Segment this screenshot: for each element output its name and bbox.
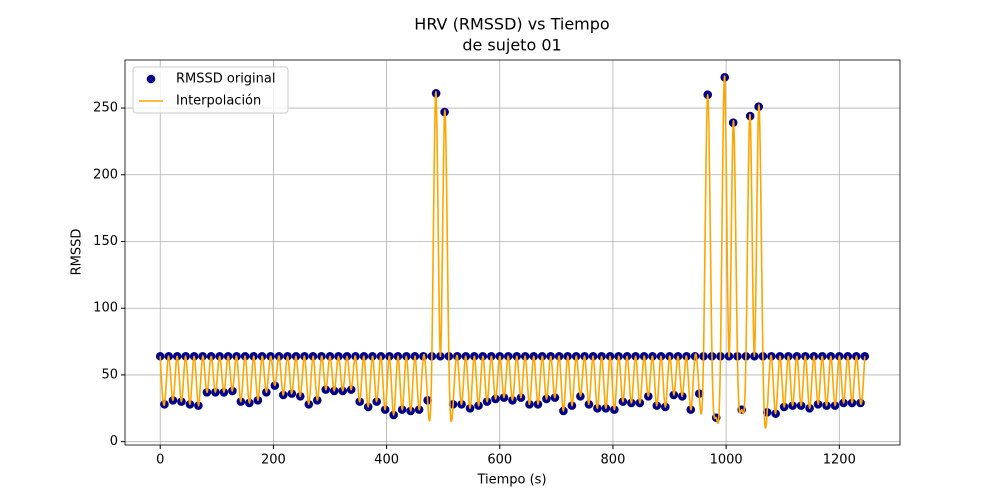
x-tick-label: 1000 (710, 453, 743, 468)
chart-subtitle: de sujeto 01 (462, 36, 561, 55)
y-axis-label: RMSSD (70, 229, 85, 276)
y-tick-label: 200 (93, 167, 118, 182)
plot-frame (124, 59, 901, 446)
legend-marker (146, 74, 156, 84)
x-tick-label: 600 (487, 453, 512, 468)
y-tick-label: 50 (101, 367, 118, 382)
legend-label: Interpolación (176, 94, 261, 109)
interpolation-line (159, 75, 866, 429)
legend-label: RMSSD original (176, 72, 276, 87)
legend-box (132, 66, 289, 114)
x-tick-label: 0 (156, 453, 164, 468)
y-tick-label: 250 (93, 101, 118, 116)
x-tick-label: 1200 (823, 453, 856, 468)
y-tick-label: 100 (93, 301, 118, 316)
y-tick-label: 150 (93, 234, 118, 249)
chart-title: HRV (RMSSD) vs Tiempo (414, 15, 609, 34)
x-tick-label: 400 (374, 453, 399, 468)
x-tick-label: 200 (261, 453, 286, 468)
x-tick-label: 800 (601, 453, 626, 468)
x-axis-label: Tiempo (s) (476, 473, 546, 488)
y-tick-label: 0 (110, 434, 118, 449)
